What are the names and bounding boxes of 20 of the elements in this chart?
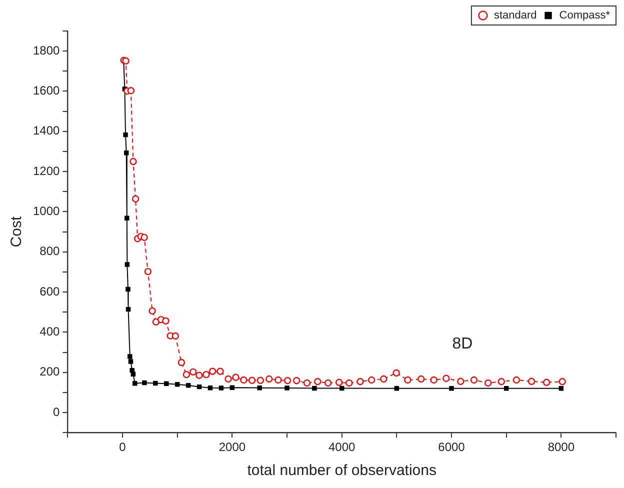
x-tick-label: 8000: [548, 440, 575, 454]
legend-label: standard: [494, 10, 537, 22]
y-tick-label: 0: [53, 404, 60, 419]
y-tick-label: 1200: [32, 164, 60, 178]
x-tick-label: 0: [119, 440, 126, 454]
y-tick-label: 1400: [32, 124, 60, 138]
y-tick-label: 400: [40, 324, 60, 339]
y-tick-label: 600: [40, 284, 60, 298]
y-tick-label: 1600: [32, 84, 60, 98]
x-tick-label: 4000: [328, 440, 356, 454]
x-axis-title: total number of observations: [247, 462, 436, 480]
x-tick-label: 6000: [438, 440, 466, 454]
x-tick-label: 2000: [218, 440, 246, 454]
y-tick-label: 1800: [32, 43, 60, 58]
y-tick-label: 200: [40, 364, 60, 379]
y-tick-label: 1000: [32, 204, 60, 218]
y-tick-label: 800: [40, 244, 60, 258]
y-axis-title: Cost: [8, 216, 26, 248]
legend-label: Compass*: [559, 10, 611, 22]
annotation: 8D: [452, 336, 473, 353]
